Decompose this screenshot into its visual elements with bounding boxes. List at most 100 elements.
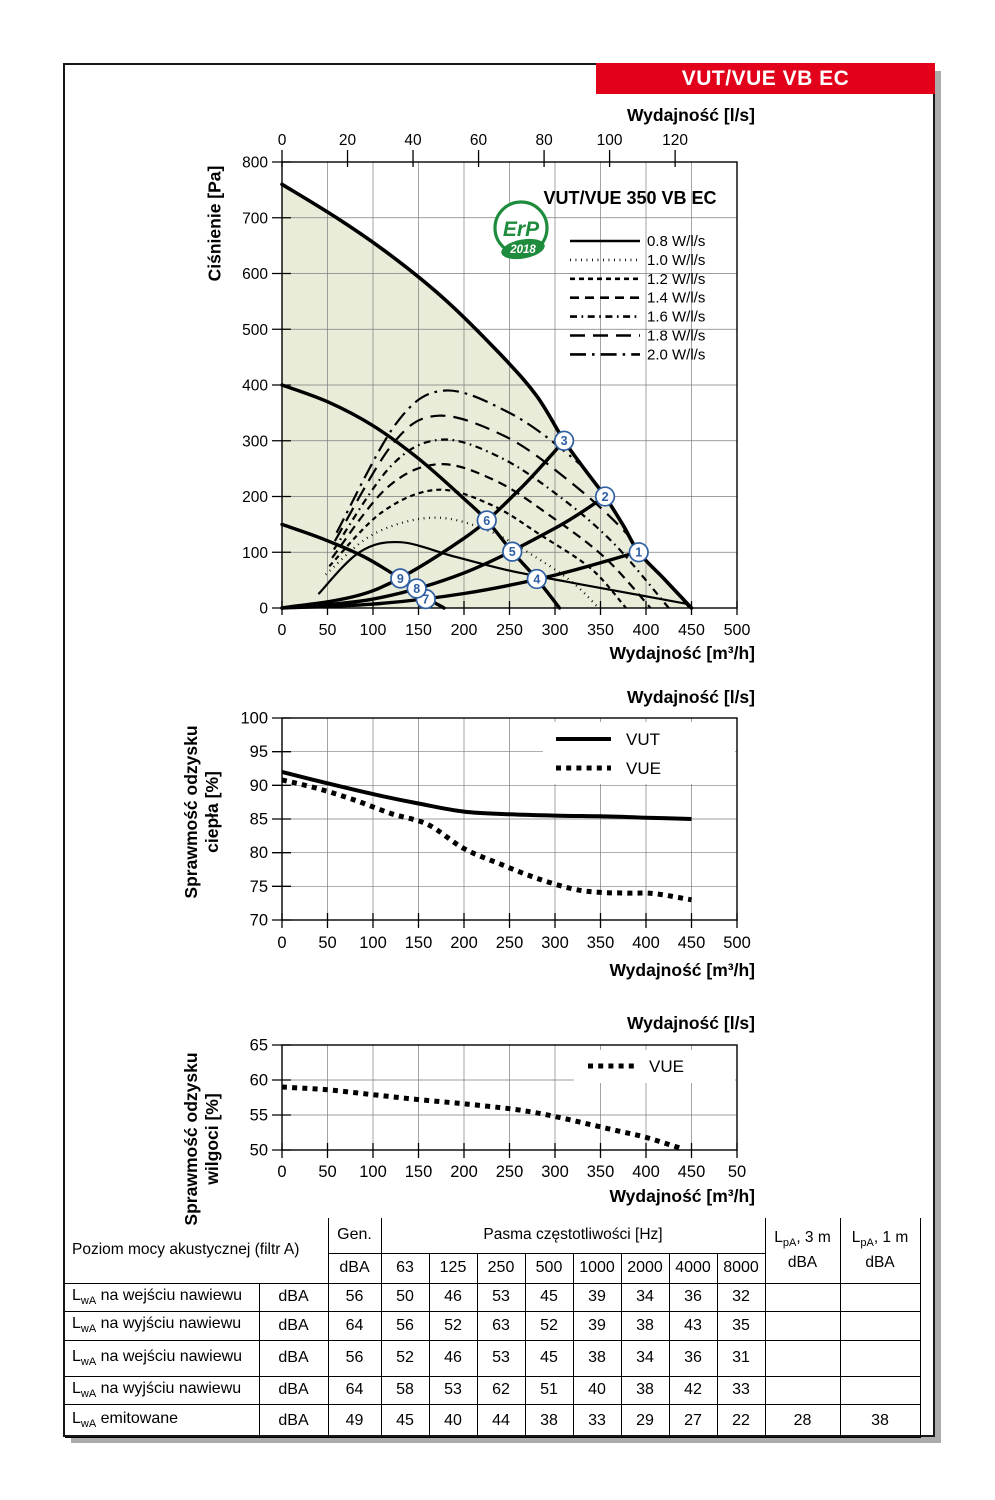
cell-lpa1 (839, 1283, 921, 1312)
operating-point-6: 6 (476, 510, 497, 531)
cell-band: 22 (716, 1404, 765, 1438)
tick-label: 50 (728, 1163, 746, 1181)
heat-x-axis-title: Wydajność [m³/h] (609, 960, 755, 980)
humidity-y-axis-title-line1: Sprawmość odzysku (181, 1052, 201, 1226)
system-curve-3 (280, 439, 566, 610)
fan-curve-mid (280, 383, 562, 610)
operating-point-number: 1 (635, 546, 642, 560)
tick-label: 400 (633, 622, 660, 639)
cell-band: 43 (668, 1311, 717, 1341)
tick-label: 85 (250, 810, 268, 828)
tick-label: 600 (242, 266, 268, 283)
sfp-curve-1.2 W/l/s (328, 488, 627, 609)
cell-lpa3: 28 (764, 1404, 840, 1438)
cell-band: 36 (668, 1283, 717, 1312)
operating-point-circle (406, 578, 427, 599)
sfp-curve-1.6 W/l/s (332, 438, 670, 609)
col-header-band: 250 (476, 1253, 525, 1284)
legend-backdrop (543, 722, 735, 784)
col-header-gen-unit: dBA (327, 1253, 381, 1284)
tick-label: 400 (632, 934, 660, 952)
tick-label: 40 (404, 132, 422, 149)
cell-band: 40 (428, 1404, 477, 1438)
operating-point-number: 8 (413, 582, 420, 596)
cell-gen: 56 (327, 1283, 381, 1312)
operating-point-3: 3 (553, 430, 575, 451)
page-frame (63, 63, 935, 1437)
tick-label: 450 (678, 622, 705, 639)
tick-label: 500 (723, 934, 751, 952)
tick-label: 100 (359, 1163, 387, 1181)
tick-label: 60 (250, 1072, 268, 1090)
tick-label: 350 (587, 1163, 615, 1181)
cell-lpa1: 38 (839, 1404, 921, 1438)
row-label: LwA na wyjściu nawiewu (65, 1376, 259, 1405)
cell-band: 50 (380, 1283, 429, 1312)
operating-point-number: 5 (509, 545, 516, 559)
system-curve-1 (280, 550, 641, 610)
cell-lpa1 (839, 1311, 921, 1341)
cell-band: 52 (524, 1311, 573, 1341)
operating-point-number: 3 (561, 434, 568, 448)
cell-band: 44 (476, 1404, 525, 1438)
tick-label: 75 (250, 878, 268, 896)
cell-band: 52 (380, 1340, 429, 1377)
col-header-bands: Pasma częstotliwości [Hz] (380, 1218, 765, 1254)
tick-label: 120 (662, 132, 688, 149)
table-row: LwA na wyjściu nawiewu dBA 64 58 53 62 51 40 38 4… (65, 1376, 921, 1405)
operating-point-8: 8 (406, 578, 427, 599)
tick-label: 400 (242, 378, 268, 395)
cell-band: 53 (476, 1340, 525, 1377)
humidity-x-axis-title: Wydajność [m³/h] (609, 1186, 755, 1206)
row-label: LwA na wejściu nawiewu (65, 1283, 259, 1312)
erp-badge-text: ErP (503, 218, 540, 241)
cell-band: 46 (428, 1283, 477, 1312)
humidity-y-axis-title: Sprawmość odzysku wilgoci [%] (181, 1029, 223, 1249)
cell-gen: 64 (327, 1311, 381, 1341)
cell-band: 62 (476, 1376, 525, 1405)
operating-point-circle (594, 486, 616, 507)
table-subheader-row: dBA 63 125 250 500 1000 2000 4000 8000 (65, 1253, 920, 1284)
cell-lpa3 (764, 1376, 840, 1405)
col-header-band: 4000 (668, 1253, 717, 1284)
cell-band: 45 (524, 1340, 573, 1377)
tick-label: 350 (587, 934, 615, 952)
tick-label: 200 (450, 934, 478, 952)
row-unit: dBA (258, 1376, 328, 1405)
tick-label: 20 (339, 132, 357, 149)
tick-label: 65 (250, 1037, 268, 1055)
tick-label: 90 (250, 777, 268, 795)
humidity-top-axis-title: Wydajność [l/s] (626, 1013, 755, 1033)
operating-point-circle (476, 510, 497, 531)
operating-point-number: 9 (397, 572, 404, 586)
legend-label: VUE (649, 1057, 684, 1076)
tick-label: 150 (405, 1163, 433, 1181)
tick-label: 250 (496, 934, 524, 952)
row-unit: dBA (258, 1283, 328, 1312)
heat-recovery-chart: 70 75 80 85 90 95 100 0 50 100 150 200 250 300 350 400 4… (240, 710, 750, 953)
col-header-band: 63 (380, 1253, 429, 1284)
cell-band: 58 (380, 1376, 429, 1405)
cell-band: 34 (620, 1283, 669, 1312)
cell-band: 33 (572, 1404, 621, 1438)
table-row: LwA na wejściu nawiewu dBA 56 52 46 53 45 38 34 3… (65, 1340, 921, 1377)
operating-point-circle (502, 541, 523, 562)
tick-label: 50 (319, 622, 337, 639)
operating-point-4: 4 (526, 568, 547, 590)
fan-chart-title: VUT/VUE 350 VB EC (543, 188, 717, 208)
tick-label: 50 (250, 1142, 268, 1160)
cell-band: 53 (476, 1283, 525, 1312)
tick-label: 55 (250, 1107, 268, 1125)
col-header-band: 8000 (716, 1253, 765, 1284)
humidity-recovery-chart: 50 55 60 65 0 50 100 150 200 250 300 350 400 450 50 VUE (250, 1037, 747, 1182)
operating-point-circle (553, 430, 575, 451)
tick-label: 250 (496, 1163, 524, 1181)
tick-label: 450 (678, 934, 706, 952)
cell-band: 45 (524, 1283, 573, 1312)
col-header-band: 1000 (572, 1253, 621, 1284)
cell-band: 46 (428, 1340, 477, 1377)
cell-band: 42 (668, 1376, 717, 1405)
cell-lpa3 (764, 1340, 840, 1377)
